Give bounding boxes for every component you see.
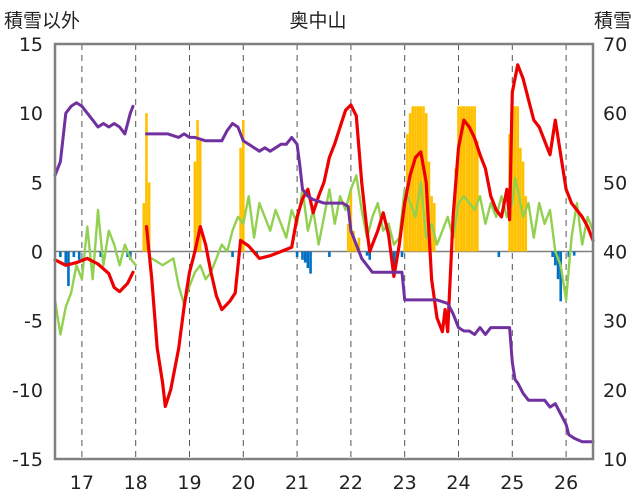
blue-bar-16 xyxy=(365,251,369,256)
orange-bar-27 xyxy=(459,106,463,252)
orange-bar-40 xyxy=(524,196,528,252)
orange-bar-29 xyxy=(465,106,468,252)
orange-bar-5 xyxy=(198,140,202,252)
x-tick-17: 17 xyxy=(70,472,94,494)
blue-bar-11 xyxy=(301,251,304,260)
blue-bar-5 xyxy=(99,251,103,258)
blue-bar-13 xyxy=(306,251,310,269)
orange-bar-32 xyxy=(473,106,476,252)
orange-bar-7 xyxy=(242,120,245,252)
right-tick-10: 10 xyxy=(603,449,627,471)
orange-bar-18 xyxy=(416,106,420,252)
x-tick-18: 18 xyxy=(124,472,148,494)
orange-bar-16 xyxy=(411,106,415,252)
left-axis-title: 積雪以外 xyxy=(4,10,80,32)
orange-bar-37 xyxy=(516,106,519,252)
blue-bar-19 xyxy=(392,251,396,269)
blue-bar-8 xyxy=(231,251,234,258)
right-tick-70: 70 xyxy=(603,34,627,56)
orange-bar-30 xyxy=(467,106,471,252)
orange-bar-31 xyxy=(470,106,474,252)
right-tick-40: 40 xyxy=(603,242,627,264)
left-tick--15: -15 xyxy=(12,449,43,471)
left-tick--5: -5 xyxy=(24,311,43,333)
blue-bar-23 xyxy=(551,251,554,258)
orange-bar-1 xyxy=(145,113,148,252)
green-line-segment-0 xyxy=(53,208,137,336)
x-tick-labels: 17 18 19 20 21 22 23 24 25 26 xyxy=(70,472,578,494)
blue-bar-14 xyxy=(309,251,312,274)
blue-bar-3 xyxy=(72,251,76,258)
x-tick-23: 23 xyxy=(393,472,417,494)
orange-bar-39 xyxy=(521,161,525,252)
left-tick-5: 5 xyxy=(31,172,43,194)
blue-bar-0 xyxy=(59,251,62,258)
right-tick-labels: 10 20 30 40 50 60 70 xyxy=(603,34,627,471)
left-tick-labels: -15 -10 -5 0 5 10 15 xyxy=(12,34,43,471)
orange-bar-17 xyxy=(414,106,417,252)
x-tick-20: 20 xyxy=(231,472,255,494)
orange-bar-13 xyxy=(403,196,406,252)
orange-bar-28 xyxy=(462,106,466,252)
blue-bar-1 xyxy=(64,251,68,266)
orange-bar-3 xyxy=(193,161,197,252)
right-tick-30: 30 xyxy=(603,311,627,333)
purple-line-segment-1 xyxy=(145,122,595,444)
x-tick-22: 22 xyxy=(339,472,363,494)
right-tick-60: 60 xyxy=(603,103,627,125)
blue-bar-25 xyxy=(556,251,560,280)
right-tick-20: 20 xyxy=(603,380,627,402)
blue-bar-28 xyxy=(572,251,576,256)
blue-bar-26 xyxy=(559,251,563,302)
blue-bar-21 xyxy=(400,251,404,258)
orange-bar-8 xyxy=(346,223,350,252)
orange-bar-0 xyxy=(142,203,146,252)
orange-bar-25 xyxy=(454,168,458,252)
orange-bar-2 xyxy=(147,182,151,252)
x-tick-26: 26 xyxy=(554,472,578,494)
right-tick-50: 50 xyxy=(603,172,627,194)
purple-line-segment-0 xyxy=(53,101,135,177)
blue-bar-12 xyxy=(303,251,307,263)
x-tick-24: 24 xyxy=(446,472,470,494)
plot-area xyxy=(53,42,595,461)
orange-bar-12 xyxy=(357,237,361,252)
orange-bar-6 xyxy=(239,147,242,252)
blue-bar-22 xyxy=(497,251,501,258)
left-tick-0: 0 xyxy=(31,242,43,264)
blue-bar-24 xyxy=(554,251,557,266)
x-tick-21: 21 xyxy=(285,472,309,494)
blue-bar-27 xyxy=(567,251,571,258)
orange-bar-20 xyxy=(422,106,425,252)
left-tick--10: -10 xyxy=(12,380,43,402)
orange-bar-33 xyxy=(476,140,479,252)
chart-title: 奥中山 xyxy=(289,10,346,32)
red-line-segment-1 xyxy=(144,63,595,408)
blue-bar-2 xyxy=(67,251,70,287)
red-line-segment-0 xyxy=(53,256,135,294)
blue-bar-17 xyxy=(368,251,372,260)
right-axis-title: 積雪 xyxy=(594,10,632,32)
line-layer xyxy=(53,63,595,444)
left-tick-10: 10 xyxy=(19,103,43,125)
orange-bar-35 xyxy=(511,106,514,252)
orange-bar-24 xyxy=(432,203,436,252)
blue-bar-10 xyxy=(295,251,299,258)
orange-bar-4 xyxy=(196,120,199,252)
orange-bar-26 xyxy=(457,106,460,252)
blue-bar-4 xyxy=(77,251,81,260)
left-tick-15: 15 xyxy=(19,34,43,56)
x-tick-19: 19 xyxy=(177,472,201,494)
orange-bar-19 xyxy=(419,106,423,252)
blue-bar-15 xyxy=(328,251,331,258)
x-tick-25: 25 xyxy=(500,472,524,494)
